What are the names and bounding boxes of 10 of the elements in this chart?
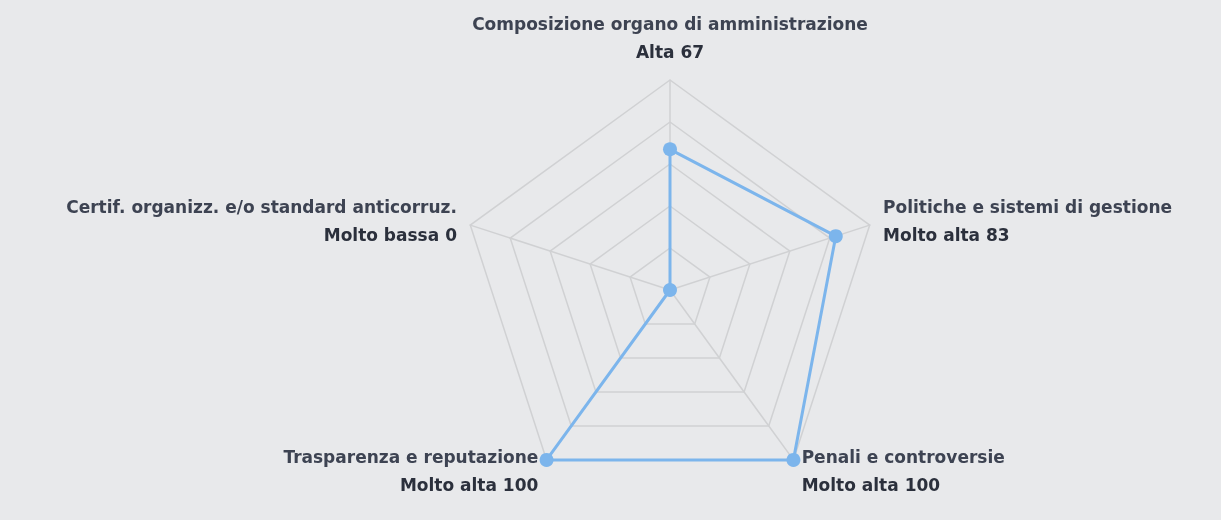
spoke-label: Trasparenza e reputazione <box>283 447 539 468</box>
text: Molto alta 100 <box>801 475 941 496</box>
text: Molto bassa 0 <box>323 224 457 245</box>
text: Molto alta 100 <box>399 475 539 496</box>
spoke-label: Penali e controversie <box>801 447 1005 468</box>
spoke-label: Certif. organizz. e/o standard anticorruz. <box>66 196 457 217</box>
text: Alta 67 <box>635 42 705 62</box>
text: Molto alta 83 <box>883 224 1010 245</box>
spoke-label: Politiche e sistemi di gestione <box>883 196 1173 217</box>
spoke-label: Composizione organo di amministrazione <box>472 14 868 34</box>
